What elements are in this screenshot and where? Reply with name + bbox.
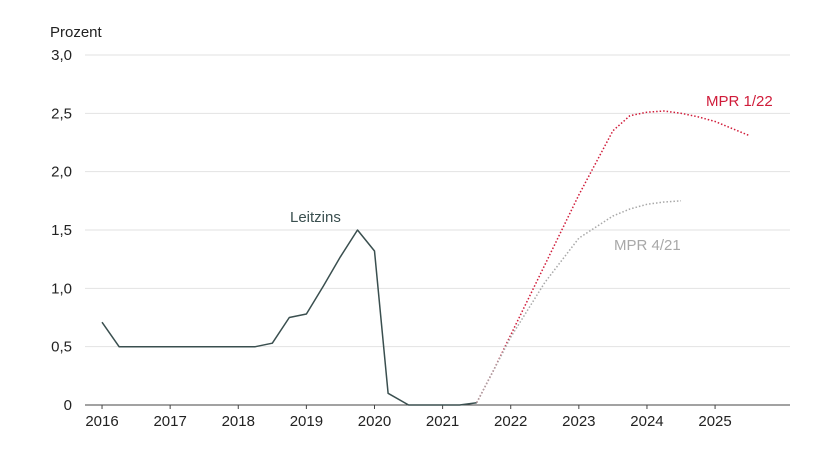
x-tick-label: 2022 [494, 413, 527, 430]
y-tick-label: 2,5 [51, 105, 72, 122]
series-line-1 [101, 229, 477, 406]
series-label-3: MPR 4/21 [614, 237, 681, 254]
y-axis-label: Prozent [50, 24, 103, 41]
x-tick-label: 2024 [630, 413, 663, 430]
y-tick-label: 1,0 [51, 280, 72, 297]
y-tick-label: 3,0 [51, 47, 72, 64]
series-labels: Leitzins MPR 1/22 MPR 4/21 [290, 93, 773, 254]
series-lines [101, 110, 750, 406]
grid-lines [85, 54, 790, 348]
series-line-2 [476, 110, 750, 404]
x-tick-label: 2018 [222, 413, 255, 430]
y-tick-label: 2,0 [51, 164, 72, 181]
y-tick-label: 0,5 [51, 339, 72, 356]
x-tick-label: 2019 [290, 413, 323, 430]
y-tick-label: 1,5 [51, 222, 72, 239]
x-tick-label: 2023 [562, 413, 595, 430]
x-tick-label: 2020 [358, 413, 391, 430]
series-line-3 [476, 200, 682, 404]
series-label-2: MPR 1/22 [706, 93, 773, 110]
y-tick-label: 0 [64, 397, 72, 414]
x-axis: 2016 2017 2018 2019 2020 2021 2022 2023 2024 2025 [85, 404, 790, 430]
series-label-1: Leitzins [290, 209, 341, 226]
x-tick-label: 2016 [85, 413, 118, 430]
x-tick-label: 2021 [426, 413, 459, 430]
x-tick-label: 2025 [698, 413, 731, 430]
y-axis-ticks: 0 0,5 1,0 1,5 2,0 2,5 3,0 [51, 47, 72, 414]
x-tick-label: 2017 [153, 413, 186, 430]
